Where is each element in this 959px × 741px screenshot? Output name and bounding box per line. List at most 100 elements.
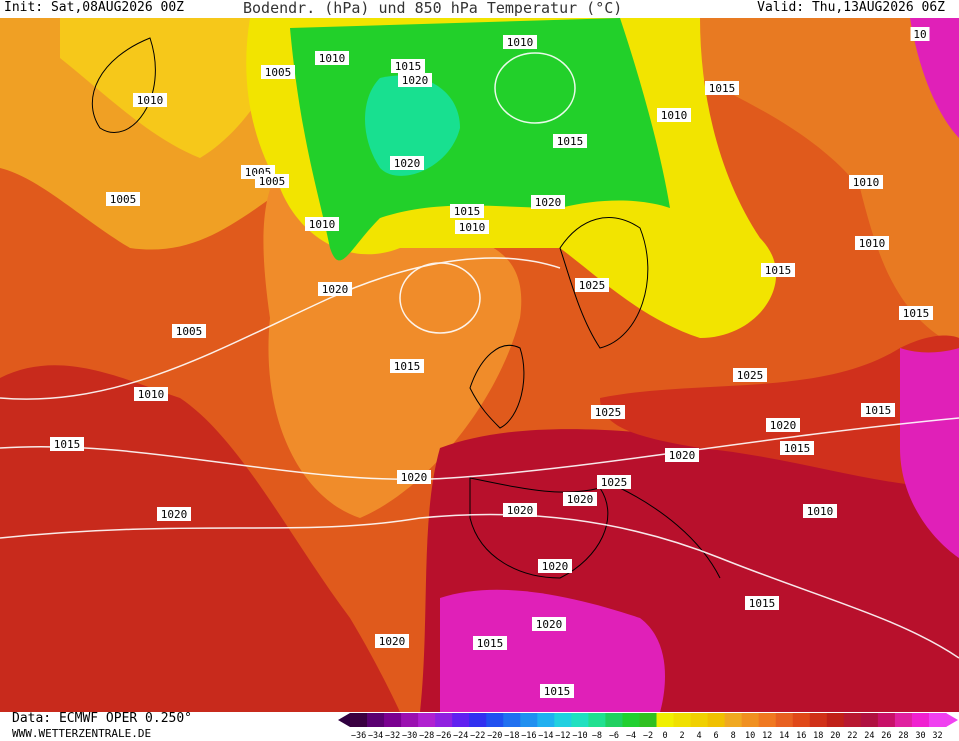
- colorbar-arrow-left: [338, 713, 350, 727]
- colorbar-swatch: [367, 713, 385, 727]
- isobar-label-box: [766, 418, 800, 432]
- colorbar-label: −22: [470, 731, 485, 741]
- isobar-label: 1025: [737, 369, 764, 382]
- colorbar-swatch: [911, 713, 930, 727]
- colorbar-label: 6: [714, 731, 719, 741]
- isobar-label: 1010: [807, 505, 834, 518]
- colorbar-label: 30: [915, 731, 925, 741]
- colorbar-label: 26: [881, 731, 891, 741]
- isobar-label: 1010: [661, 109, 688, 122]
- colorbar-swatch: [826, 713, 845, 727]
- colorbar-swatch: [724, 713, 743, 727]
- isobar-label-box: [910, 27, 930, 41]
- isobar-label: 1020: [567, 493, 594, 506]
- isobar-label: 1010: [138, 388, 165, 401]
- colorbar-label: −24: [453, 731, 468, 741]
- isobar-label-box: [255, 174, 289, 188]
- isobar-label: 1015: [54, 438, 81, 451]
- isobar-label: 1005: [110, 193, 137, 206]
- site-url: WWW.WETTERZENTRALE.DE: [12, 727, 152, 740]
- isobar-label-box: [390, 359, 424, 373]
- colorbar-label: −16: [521, 731, 536, 741]
- colorbar-label: 10: [745, 731, 755, 741]
- colorbar-label: 8: [731, 731, 736, 741]
- colorbar-label: 2: [679, 731, 684, 741]
- colorbar-swatch: [928, 713, 947, 727]
- isobar-label-box: [261, 65, 295, 79]
- colorbar-swatch: [605, 713, 623, 727]
- isobar-label: 1010: [853, 176, 880, 189]
- colorbar-label: −26: [436, 731, 451, 741]
- isobar-label: 1015: [749, 597, 776, 610]
- colorbar-label: 20: [830, 731, 840, 741]
- colorbar-swatch: [622, 713, 640, 727]
- colorbar-swatch: [690, 713, 709, 727]
- isobar-label-box: [450, 204, 484, 218]
- valid-time: Valid: Thu,13AUG2026 06Z: [757, 0, 945, 15]
- colorbar-swatch: [537, 713, 555, 727]
- isobar-label: 1015: [765, 264, 792, 277]
- isobar-label-box: [761, 263, 795, 277]
- colorbar-label: −30: [402, 731, 417, 741]
- colorbar-label: −20: [487, 731, 502, 741]
- isobar-label-box: [575, 278, 609, 292]
- isobar-label: 1025: [601, 476, 628, 489]
- weather-map: 1010 1005 1010 1015 1020 1010 1015 1010 1015 1020…: [0, 18, 959, 712]
- colorbar-swatch: [707, 713, 726, 727]
- colorbar-swatch: [843, 713, 862, 727]
- colorbar-swatch: [860, 713, 879, 727]
- isobar-label-box: [398, 73, 432, 87]
- isobar-label-box: [861, 403, 895, 417]
- colorbar-label: −4: [626, 731, 636, 741]
- isobar-label: 1015: [395, 60, 422, 73]
- map-title: Bodendr. (hPa) und 850 hPa Temperatur (°…: [243, 0, 623, 17]
- isobar-label: 1025: [595, 406, 622, 419]
- isobar-label: 1015: [865, 404, 892, 417]
- colorbar-swatch: [673, 713, 692, 727]
- colorbar-swatch: [894, 713, 913, 727]
- colorbar-swatch: [877, 713, 896, 727]
- isobar-label: 1015: [903, 307, 930, 320]
- isobar-label-box: [597, 475, 631, 489]
- isobar-label-box: [50, 437, 84, 451]
- isobar-label-box: [315, 51, 349, 65]
- colorbar-swatch: [775, 713, 794, 727]
- isobar-label: 1010: [309, 218, 336, 231]
- isobar-label: 1020: [669, 449, 696, 462]
- colorbar-swatch: [809, 713, 828, 727]
- isobar-label: 1015: [784, 442, 811, 455]
- colorbar-swatch: [401, 713, 419, 727]
- isobar-label-box: [532, 617, 566, 631]
- colorbar-label: −32: [385, 731, 400, 741]
- isobar-label-box: [133, 93, 167, 107]
- colorbar-label: −36: [351, 731, 366, 741]
- colorbar-label: −28: [419, 731, 434, 741]
- colorbar-label: −8: [592, 731, 602, 741]
- isobar-label: 1015: [544, 685, 571, 698]
- isobar-label-box: [665, 448, 699, 462]
- isobar-label-box: [733, 368, 767, 382]
- isobar-label-box: [591, 405, 625, 419]
- colorbar-label: −10: [572, 731, 587, 741]
- init-time: Init: Sat,08AUG2026 00Z: [4, 0, 185, 15]
- colorbar-label: −12: [555, 731, 570, 741]
- isobar-label-box: [134, 387, 168, 401]
- colorbar-label: 12: [762, 731, 772, 741]
- data-source: Data: ECMWF OPER 0.250°: [12, 711, 193, 726]
- isobar-label-box: [106, 192, 140, 206]
- colorbar-swatch: [503, 713, 521, 727]
- colorbar-swatch: [384, 713, 402, 727]
- isobar-label: 1020: [161, 508, 188, 521]
- isobar-label-box: [157, 507, 191, 521]
- isobar-label: 1005: [176, 325, 203, 338]
- isobar-label-box: [657, 108, 691, 122]
- isobar-label: 1020: [401, 471, 428, 484]
- colorbar: −36 −34 −32 −30 −28 −26 −24 −22 −20 −18 −16 −14 −12−…: [338, 713, 958, 741]
- colorbar-label: 22: [847, 731, 857, 741]
- isobar-label-box: [705, 81, 739, 95]
- isobar-label-box: [390, 156, 424, 170]
- colorbar-arrow-right: [946, 713, 958, 727]
- isobar-label: 10: [913, 28, 926, 41]
- colorbar-label: −34: [368, 731, 383, 741]
- isobar-label: 1015: [709, 82, 736, 95]
